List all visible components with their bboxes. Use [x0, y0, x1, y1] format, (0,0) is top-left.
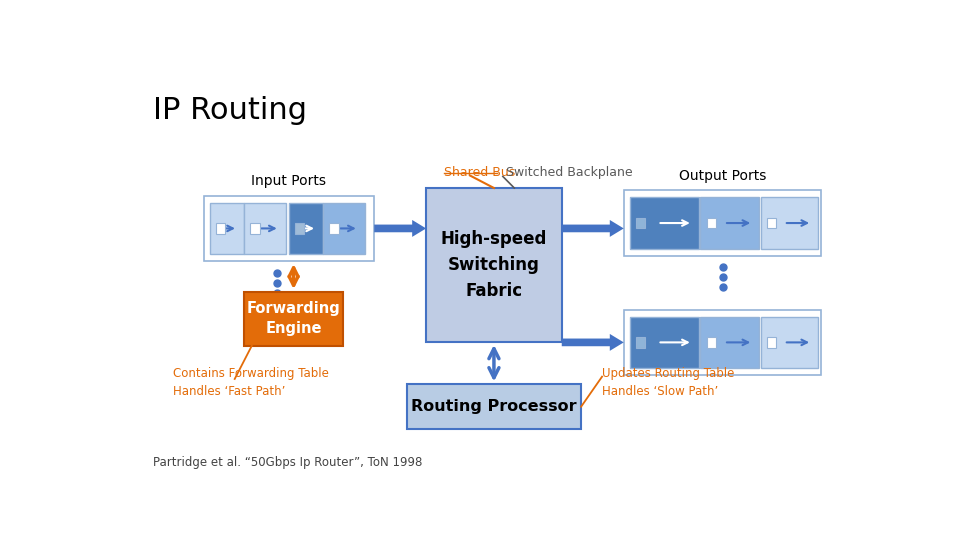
- Bar: [701, 197, 759, 249]
- Bar: [701, 316, 759, 368]
- Bar: [324, 202, 365, 254]
- Bar: [329, 223, 339, 234]
- Bar: [624, 309, 822, 375]
- Bar: [636, 218, 645, 228]
- Bar: [707, 337, 716, 348]
- FancyArrow shape: [562, 334, 624, 351]
- Text: Routing Processor: Routing Processor: [411, 399, 577, 414]
- Bar: [767, 218, 777, 228]
- Bar: [289, 202, 324, 254]
- FancyArrow shape: [374, 220, 426, 237]
- Text: Forwarding
Engine: Forwarding Engine: [247, 301, 341, 336]
- Bar: [624, 190, 822, 256]
- Bar: [767, 337, 777, 348]
- Bar: [216, 223, 226, 234]
- Bar: [244, 292, 344, 346]
- Bar: [761, 316, 818, 368]
- Bar: [295, 223, 304, 234]
- Text: Output Ports: Output Ports: [679, 168, 766, 183]
- Bar: [244, 202, 286, 254]
- Bar: [204, 195, 374, 261]
- Bar: [636, 337, 645, 348]
- FancyArrow shape: [562, 220, 624, 237]
- Text: Shared Bus: Shared Bus: [444, 166, 516, 179]
- Bar: [251, 223, 259, 234]
- Text: Input Ports: Input Ports: [252, 174, 326, 188]
- Bar: [210, 202, 244, 254]
- Bar: [407, 384, 581, 429]
- Bar: [761, 197, 818, 249]
- Text: Contains Forwarding Table
Handles ‘Fast Path’: Contains Forwarding Table Handles ‘Fast …: [173, 367, 328, 397]
- Text: High-speed
Switching
Fabric: High-speed Switching Fabric: [441, 230, 547, 300]
- Bar: [426, 188, 562, 342]
- Bar: [707, 218, 716, 228]
- Text: IP Routing: IP Routing: [153, 96, 306, 125]
- Bar: [630, 316, 699, 368]
- Bar: [630, 197, 699, 249]
- Text: Updates Routing Table
Handles ‘Slow Path’: Updates Routing Table Handles ‘Slow Path…: [602, 367, 734, 397]
- Text: Partridge et al. “50Gbps Ip Router”, ToN 1998: Partridge et al. “50Gbps Ip Router”, ToN…: [153, 456, 422, 469]
- Text: Switched Backplane: Switched Backplane: [506, 166, 633, 179]
